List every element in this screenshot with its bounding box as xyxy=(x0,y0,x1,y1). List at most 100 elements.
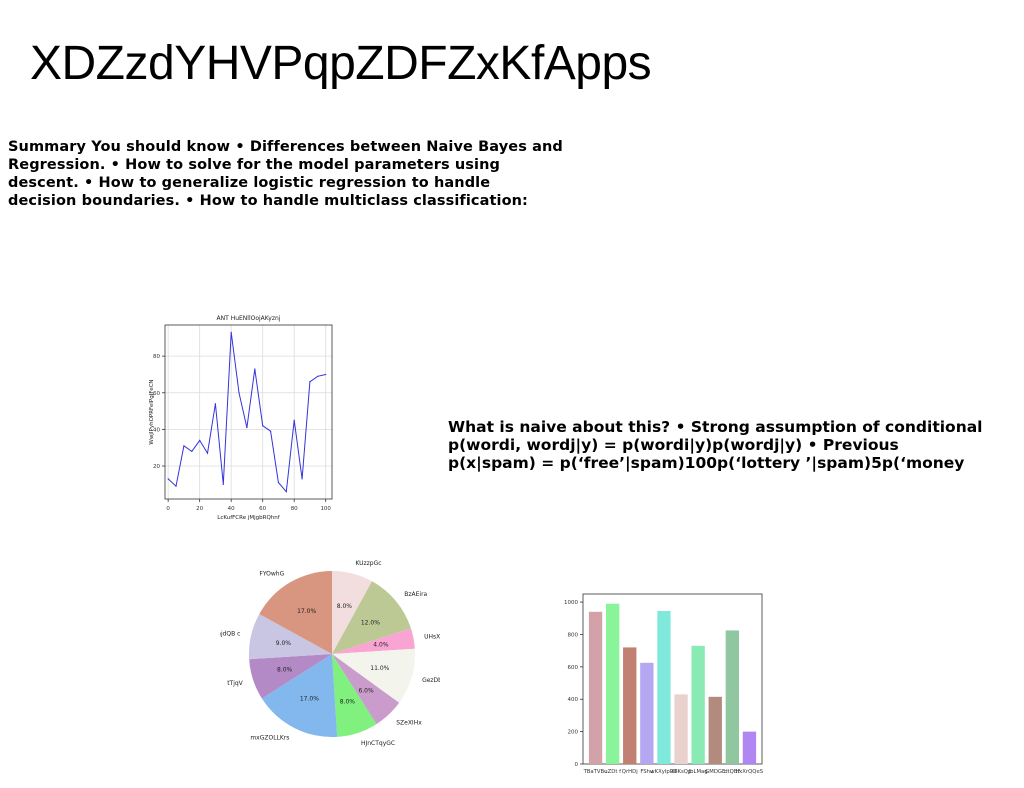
bar xyxy=(605,603,620,764)
data-point xyxy=(277,481,280,484)
data-point xyxy=(246,426,248,429)
y-tick-label: 800 xyxy=(568,632,579,638)
x-tick-label: 60 xyxy=(259,506,266,512)
data-point xyxy=(199,439,201,441)
y-tick-label: 0 xyxy=(575,762,579,768)
data-point xyxy=(301,478,303,480)
line-chart-svg: 0 20 40 60 80 100 20 40 60 80 ANT HuENllOojAKyznj L… xyxy=(149,315,333,521)
chart-title: ANT HuENllOojAKyznj xyxy=(217,315,281,322)
pie-slice xyxy=(332,628,415,654)
x-tick-label: hxXrQQeS xyxy=(736,769,764,775)
bar xyxy=(708,696,722,764)
x-tick-label: FShu xyxy=(640,769,653,775)
slice-label: UHsXCu xyxy=(424,633,440,640)
slice-percent: 4.0% xyxy=(373,642,389,649)
slice-label: HJnCTqyGC xyxy=(361,740,395,747)
data-point xyxy=(293,419,295,421)
x-tick-label: 0 xyxy=(166,506,170,512)
y-tick-label: 20 xyxy=(153,464,160,470)
data-point xyxy=(309,381,311,383)
y-tick-label: 600 xyxy=(568,665,579,671)
bar xyxy=(725,630,740,764)
x-tick-label: TBaTVBu xyxy=(583,769,608,775)
pie-slice xyxy=(249,654,332,699)
line-chart: 0 20 40 60 80 100 20 40 60 80 ANT HuENllOojAKyznj L… xyxy=(140,308,340,523)
data-point xyxy=(262,425,264,427)
summary-line: decision boundaries. • How to handle mul… xyxy=(8,193,528,209)
slice-percent: 9.0% xyxy=(276,640,292,647)
bar xyxy=(657,611,671,764)
data-point xyxy=(175,485,177,487)
data-point xyxy=(254,368,256,370)
slice-label: tTjqV xyxy=(227,680,243,687)
slice-percent: 8.0% xyxy=(277,666,293,673)
data-point xyxy=(317,375,319,377)
slice-percent: 6.0% xyxy=(358,687,374,694)
x-tick-label: 100 xyxy=(320,506,331,512)
pie-slice xyxy=(248,614,332,660)
x-tick-label: uZDt f xyxy=(604,769,621,775)
pie-slice xyxy=(259,571,332,654)
summary-text: Summary You should know • Differences be… xyxy=(8,138,568,210)
data-point xyxy=(167,478,169,480)
pie-slice xyxy=(332,571,372,654)
x-tick-label: QrHDj xyxy=(622,769,638,775)
y-tick-label: 400 xyxy=(568,697,579,703)
y-tick-label: 1000 xyxy=(564,600,578,606)
summary-line: descent. • How to generalize logistic re… xyxy=(8,175,491,191)
pie-slice xyxy=(332,654,400,725)
slice-percent: 12.0% xyxy=(361,619,380,626)
summary-line: Summary You should know • Differences be… xyxy=(8,139,563,155)
slice-percent: 17.0% xyxy=(300,695,319,702)
pie-slice xyxy=(332,581,411,654)
x-tick-label: JbLMag xyxy=(688,769,708,775)
y-tick-label: 80 xyxy=(153,354,160,360)
naive-line: p(wordi, wordj|y) = p(wordi|y)p(wordj|y)… xyxy=(448,436,899,454)
data-point xyxy=(214,403,217,405)
bar xyxy=(588,611,603,764)
data-point xyxy=(269,430,272,432)
slice-label: BzAEira xyxy=(404,591,427,598)
bar xyxy=(640,662,654,764)
data-point xyxy=(230,331,232,333)
x-tick-label: 80 xyxy=(291,506,298,512)
slice-label: KUzzpGc xyxy=(355,560,381,567)
data-point xyxy=(191,450,193,452)
x-tick-label: wKXyIpRG xyxy=(650,769,677,775)
pie-slice xyxy=(261,654,338,738)
y-tick-label: 40 xyxy=(153,427,160,433)
data-point xyxy=(206,452,209,454)
slice-label: SZeXIHx xyxy=(396,719,422,726)
slice-label: GezDb zl xyxy=(422,677,440,684)
x-tick-label: dtQBF xyxy=(724,769,740,775)
slice-percent: 11.0% xyxy=(370,665,389,672)
data-point xyxy=(222,483,224,485)
data-point xyxy=(238,392,240,394)
naive-line: p(x|spam) = p(‘free’|spam)100p(‘lottery … xyxy=(448,454,965,472)
x-tick-label: 40 xyxy=(228,506,235,512)
y-axis-label: WwjIPyhOPRFeIPgJFeCN xyxy=(149,379,155,444)
y-tick-label: 200 xyxy=(568,730,579,736)
y-tick-label: 60 xyxy=(153,391,160,397)
summary-line: Regression. • How to solve for the model… xyxy=(8,157,501,173)
pie-chart-svg: 8.0% KUzzpGc 12.0% BzAEira 4.0% UHsXCu 11.0% Ge… xyxy=(220,560,440,747)
plot-frame xyxy=(164,324,333,500)
slice-percent: 8.0% xyxy=(340,698,356,705)
page-title: XDZzdYHVPqpZDFZxKfApps xyxy=(30,37,652,90)
data-point xyxy=(183,445,185,447)
x-tick-label: GMDGE xyxy=(705,769,726,775)
bar xyxy=(623,647,637,764)
slice-label: enmnjdQB c xyxy=(220,631,240,638)
naive-bayes-text: What is naive about this? • Strong assum… xyxy=(448,418,1024,472)
pie-slice xyxy=(332,648,416,703)
pie-slice xyxy=(332,654,377,737)
slice-percent: 17.0% xyxy=(297,608,316,615)
bar xyxy=(674,694,688,764)
data-point xyxy=(325,373,327,376)
slice-percent: 8.0% xyxy=(337,603,353,610)
x-tick-label: 20 xyxy=(196,506,203,512)
x-axis-label: LcKufFCRe jMjgbRQhnf xyxy=(217,515,280,521)
bar xyxy=(691,645,705,764)
plot-frame xyxy=(582,593,763,765)
